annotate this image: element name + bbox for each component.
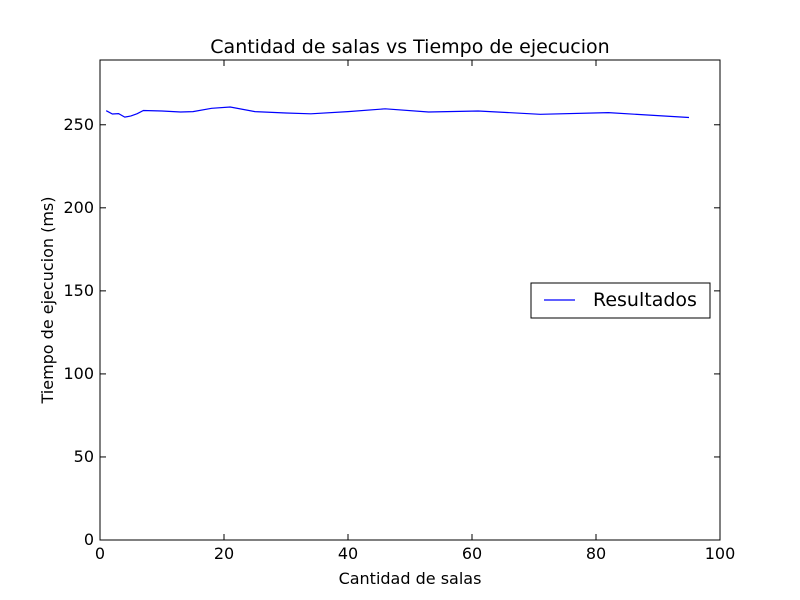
y-tick-label: 50 [74,447,94,466]
x-tick-label: 100 [705,544,736,563]
legend-label-0: Resultados [593,289,697,311]
x-axis-label: Cantidad de salas [339,569,482,588]
y-tick-label: 150 [63,281,94,300]
legend: Resultados [530,282,711,319]
y-axis-label: Tiempo de ejecucion (ms) [38,196,57,404]
x-tick-label: 0 [95,544,105,563]
plot-area: 0 20 40 60 80 100 0 50 100 150 200 250 [63,59,736,563]
x-tick-label: 60 [462,544,482,563]
x-tick-label: 40 [338,544,358,563]
x-tick-label: 80 [586,544,606,563]
y-tick-label: 0 [84,530,94,549]
y-tick-label: 250 [63,115,94,134]
series-line-0 [105,106,690,119]
chart-title: Cantidad de salas vs Tiempo de ejecucion [210,36,609,58]
y-tick-label: 200 [63,198,94,217]
plot-frame [99,59,721,541]
x-tick-label: 20 [214,544,234,563]
y-tick-label: 100 [63,364,94,383]
